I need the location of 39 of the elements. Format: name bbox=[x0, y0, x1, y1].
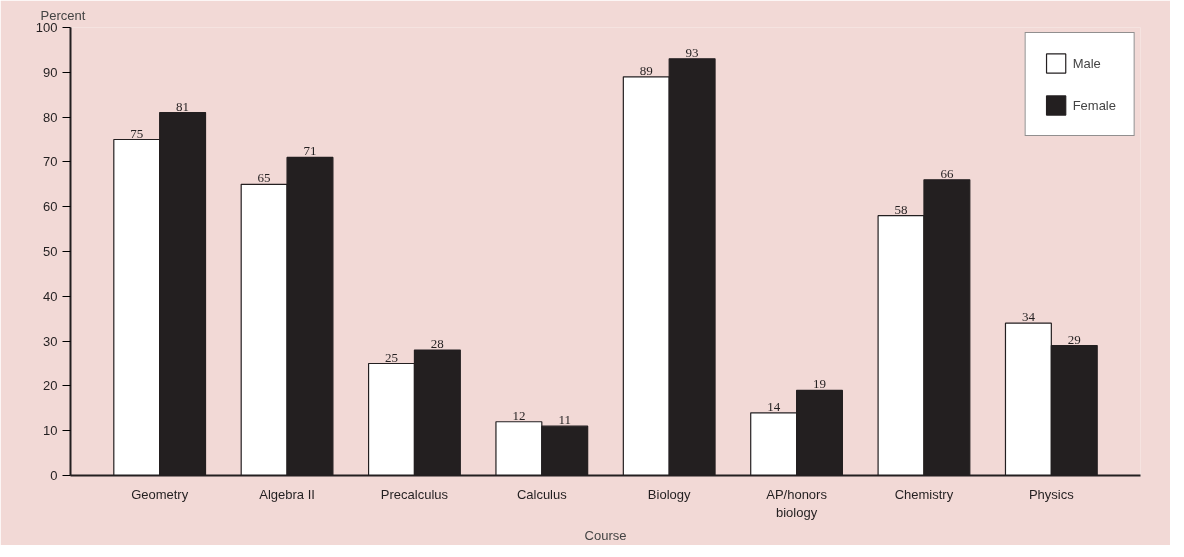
data-label: 93 bbox=[685, 44, 699, 60]
data-label: 65 bbox=[257, 170, 271, 186]
data-label: 28 bbox=[430, 336, 444, 352]
y-tick-label: 60 bbox=[43, 199, 58, 215]
data-label: 75 bbox=[130, 125, 144, 141]
y-axis-title: Percent bbox=[40, 7, 86, 23]
y-tick-label: 50 bbox=[43, 244, 58, 259]
x-tick-label: Calculus bbox=[516, 486, 568, 502]
data-label: 66 bbox=[940, 165, 954, 181]
y-tick-label: 30 bbox=[43, 333, 58, 349]
data-label: 81 bbox=[176, 98, 190, 114]
legend-label: Male bbox=[1072, 55, 1101, 71]
y-tick-label: 80 bbox=[43, 109, 58, 125]
x-tick-label: AP/honors biology bbox=[766, 486, 828, 520]
data-label: 58 bbox=[894, 201, 908, 217]
x-tick-label: Chemistry bbox=[894, 486, 954, 502]
y-tick-label: 40 bbox=[43, 288, 58, 304]
data-label: 71 bbox=[303, 143, 317, 159]
data-label: 12 bbox=[512, 407, 526, 423]
x-tick-label: Algebra II bbox=[259, 486, 315, 502]
x-tick-label: Physics bbox=[1028, 486, 1075, 502]
data-label: 14 bbox=[767, 398, 781, 414]
x-tick-label: Biology bbox=[647, 486, 692, 502]
x-tick-label: Precalculus bbox=[380, 486, 449, 502]
x-tick-label: Geometry bbox=[131, 486, 189, 502]
y-tick-label: 70 bbox=[43, 154, 58, 170]
y-tick-label: 10 bbox=[43, 423, 58, 439]
data-label: 89 bbox=[639, 62, 653, 78]
data-label: 29 bbox=[1067, 331, 1081, 347]
data-label: 11 bbox=[558, 412, 572, 428]
y-tick-label: 100 bbox=[35, 20, 58, 35]
x-axis-title: Course bbox=[584, 527, 627, 543]
data-label: 34 bbox=[1021, 309, 1036, 325]
y-tick-label: 20 bbox=[43, 378, 58, 394]
y-tick-label: 90 bbox=[43, 64, 58, 80]
data-label: 25 bbox=[385, 349, 398, 365]
y-tick-label: 0 bbox=[50, 468, 58, 483]
data-label: 19 bbox=[813, 376, 826, 392]
legend-label: Female bbox=[1072, 97, 1116, 113]
